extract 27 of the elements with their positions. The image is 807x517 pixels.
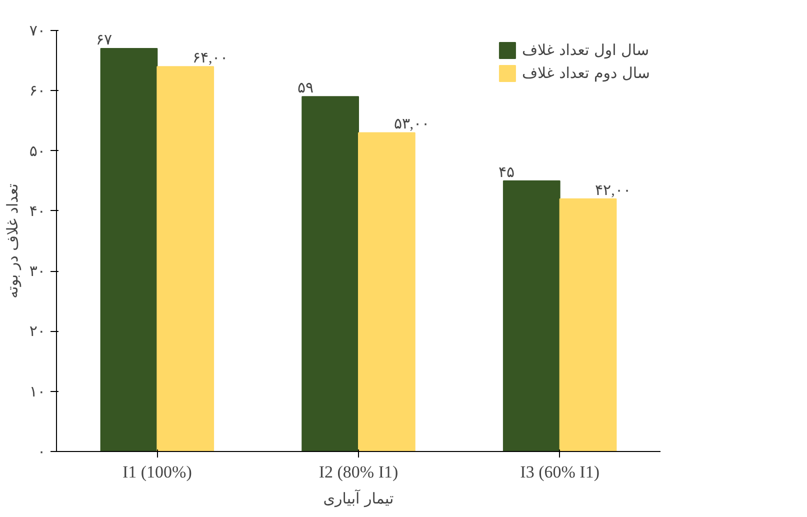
legend-label: سال اول تعداد غلاف — [522, 41, 650, 59]
bar — [358, 132, 416, 452]
data-label: ۴۵ — [498, 164, 515, 181]
data-label: ۵۹ — [297, 80, 314, 97]
y-tick-label: ۷۰ — [29, 22, 46, 40]
y-tick-label: ۴۰ — [29, 202, 46, 220]
data-label: ۶۴,۰۰ — [192, 50, 228, 67]
y-tick-label: ۱۰ — [29, 382, 46, 400]
x-tick-label: I2 (80% I1) — [318, 462, 398, 482]
legend-label: سال دوم تعداد غلاف — [522, 64, 650, 82]
bar — [502, 180, 560, 452]
bar — [156, 66, 214, 452]
data-label: ۶۷ — [96, 32, 112, 49]
y-axis-title: تعداد غلاف در بوته — [3, 184, 22, 298]
data-label: ۴۲,۰۰ — [595, 182, 631, 199]
x-axis-title: تیمار آبیاری — [323, 488, 394, 508]
bar — [559, 198, 617, 452]
y-tick-label: ۳۰ — [29, 262, 46, 280]
y-tick-label: ۶۰ — [29, 82, 46, 100]
x-tick-label: I1 (100%) — [122, 462, 192, 482]
x-tick-label: I3 (60% I1) — [520, 462, 600, 482]
y-tick-label: ۰ — [37, 442, 46, 460]
bar — [100, 48, 158, 452]
y-tick-label: ۲۰ — [29, 322, 46, 340]
data-label: ۵۳,۰۰ — [394, 116, 430, 133]
y-tick-label: ۵۰ — [29, 142, 46, 160]
bar — [302, 96, 359, 452]
